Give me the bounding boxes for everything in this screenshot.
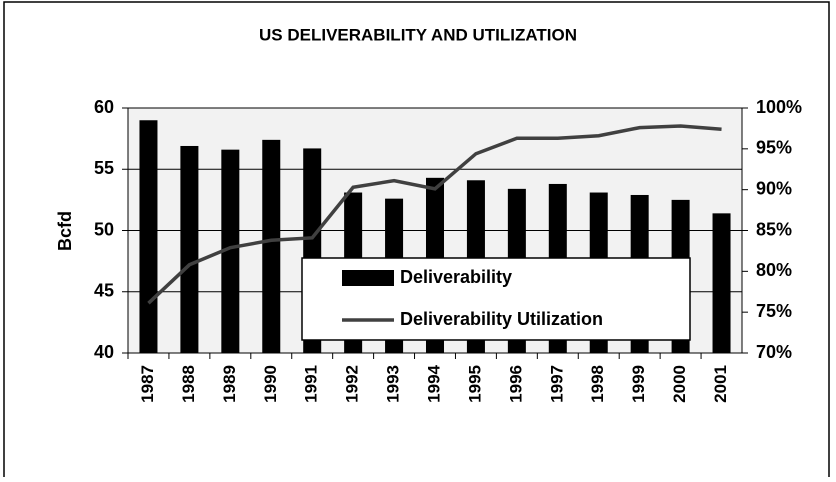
y-axis-label: Bcfd bbox=[55, 211, 75, 251]
x-tick-label: 1987 bbox=[138, 365, 157, 403]
y2-tick-label: 80% bbox=[756, 260, 792, 280]
x-tick-label: 1994 bbox=[424, 364, 443, 402]
bar bbox=[139, 120, 158, 353]
x-tick-label: 1999 bbox=[629, 365, 648, 403]
x-tick-label: 1997 bbox=[547, 365, 566, 403]
x-tick-label: 2001 bbox=[711, 365, 730, 403]
x-tick-label: 2000 bbox=[670, 365, 689, 403]
y-tick-label: 55 bbox=[94, 158, 114, 178]
y-tick-label: 45 bbox=[94, 281, 114, 301]
x-tick-label: 1990 bbox=[261, 365, 280, 403]
y2-tick-label: 95% bbox=[756, 138, 792, 158]
x-tick-label: 1993 bbox=[384, 365, 403, 403]
y2-tick-label: 90% bbox=[756, 178, 792, 198]
x-tick-label: 1989 bbox=[220, 365, 239, 403]
legend-swatch bbox=[342, 270, 394, 286]
y2-tick-label: 100% bbox=[756, 97, 802, 117]
chart-title: US DELIVERABILITY AND UTILIZATION bbox=[259, 25, 577, 44]
y2-tick-label: 85% bbox=[756, 219, 792, 239]
bar bbox=[712, 213, 731, 353]
y-tick-label: 40 bbox=[94, 342, 114, 362]
line bbox=[147, 124, 722, 305]
y-tick-label: 60 bbox=[94, 97, 114, 117]
bar bbox=[221, 149, 240, 353]
x-tick-label: 1996 bbox=[506, 365, 525, 403]
y-tick-label: 50 bbox=[94, 219, 114, 239]
x-tick-label: 1992 bbox=[343, 365, 362, 403]
x-tick-label: 1995 bbox=[465, 365, 484, 403]
x-tick-label: 1998 bbox=[588, 365, 607, 403]
x-tick-label: 1991 bbox=[302, 365, 321, 403]
legend-label: Deliverability Utilization bbox=[400, 309, 603, 329]
x-tick-label: 1988 bbox=[179, 365, 198, 403]
bar bbox=[180, 145, 199, 353]
bar bbox=[262, 139, 281, 353]
y2-tick-label: 75% bbox=[756, 301, 792, 321]
legend-label: Deliverability bbox=[400, 267, 512, 287]
y2-tick-label: 70% bbox=[756, 342, 792, 362]
